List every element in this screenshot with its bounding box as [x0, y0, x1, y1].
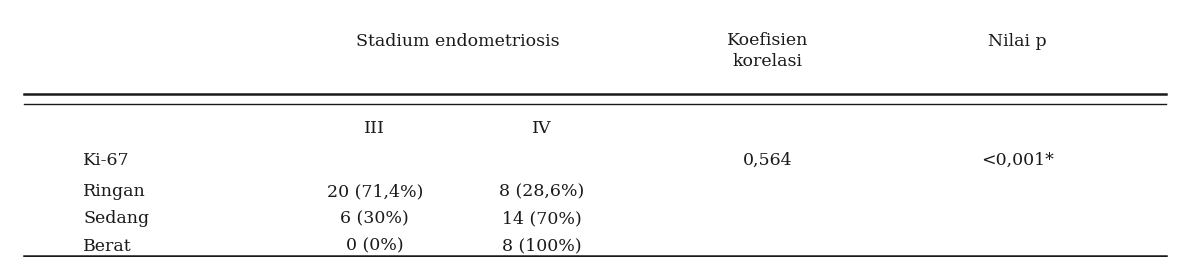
Text: Koefisien
korelasi: Koefisien korelasi [727, 32, 808, 70]
Text: Ki-67: Ki-67 [83, 152, 130, 169]
Text: Stadium endometriosis: Stadium endometriosis [356, 33, 560, 50]
Text: Ringan: Ringan [83, 183, 146, 200]
Text: 6 (30%): 6 (30%) [340, 210, 409, 227]
Text: 0 (0%): 0 (0%) [346, 238, 403, 255]
Text: Nilai p: Nilai p [988, 33, 1047, 50]
Text: 0,564: 0,564 [743, 152, 793, 169]
Text: Berat: Berat [83, 238, 132, 255]
Text: <0,001*: <0,001* [981, 152, 1054, 169]
Text: 14 (70%): 14 (70%) [501, 210, 582, 227]
Text: 8 (100%): 8 (100%) [502, 238, 581, 255]
Text: III: III [364, 120, 386, 137]
Text: Sedang: Sedang [83, 210, 150, 227]
Text: 20 (71,4%): 20 (71,4%) [327, 183, 422, 200]
Text: IV: IV [532, 120, 551, 137]
Text: 8 (28,6%): 8 (28,6%) [499, 183, 584, 200]
